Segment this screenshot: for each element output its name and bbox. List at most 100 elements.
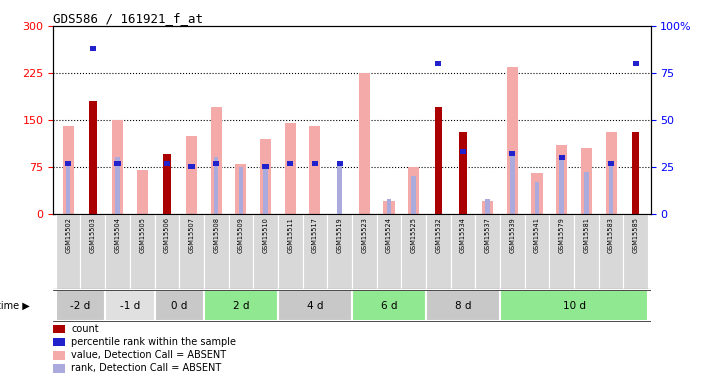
Bar [500, 290, 648, 321]
Bar [509, 151, 515, 156]
Bar [312, 160, 318, 166]
Text: 4 d: 4 d [306, 301, 324, 310]
Bar [387, 199, 391, 214]
Bar [287, 160, 294, 166]
Bar [459, 132, 466, 214]
Text: GSM15509: GSM15509 [238, 217, 244, 254]
Bar [560, 158, 564, 214]
Bar [633, 61, 639, 66]
Bar [278, 214, 303, 289]
Bar [53, 351, 65, 360]
Bar [163, 154, 171, 214]
Bar [401, 214, 426, 289]
Bar [624, 214, 648, 289]
Bar [262, 164, 269, 170]
Text: GSM15539: GSM15539 [509, 217, 515, 253]
Bar [574, 214, 599, 289]
Bar [352, 214, 377, 289]
Text: 0 d: 0 d [171, 301, 188, 310]
Text: 6 d: 6 d [380, 301, 397, 310]
Text: GSM15579: GSM15579 [559, 217, 565, 254]
Bar [606, 132, 616, 214]
Text: GSM15504: GSM15504 [114, 217, 120, 254]
Bar [53, 364, 65, 373]
Bar [114, 160, 121, 166]
Bar [599, 214, 624, 289]
Text: -1 d: -1 d [119, 301, 140, 310]
Text: GSM15510: GSM15510 [262, 217, 269, 254]
Bar [112, 120, 123, 214]
Bar [608, 160, 614, 166]
Text: GSM15537: GSM15537 [485, 217, 491, 254]
Text: -2 d: -2 d [70, 301, 90, 310]
Bar [53, 325, 65, 333]
Bar [154, 290, 204, 321]
Bar [235, 164, 247, 214]
Bar [89, 101, 97, 214]
Bar [486, 199, 490, 214]
Bar [105, 214, 130, 289]
Bar [435, 61, 442, 66]
Text: GSM15525: GSM15525 [411, 217, 417, 254]
Bar [105, 290, 154, 321]
Text: 10 d: 10 d [562, 301, 586, 310]
Bar [66, 163, 70, 214]
Text: GSM15585: GSM15585 [633, 217, 638, 254]
Bar [154, 214, 179, 289]
Text: GSM15506: GSM15506 [164, 217, 170, 254]
Bar [559, 155, 565, 160]
Bar [532, 173, 542, 214]
Bar [525, 214, 550, 289]
Bar [412, 176, 416, 214]
Bar [164, 160, 170, 166]
Text: GSM15523: GSM15523 [361, 217, 368, 254]
Text: GSM15534: GSM15534 [460, 217, 466, 254]
Bar [383, 201, 395, 214]
Bar [65, 160, 71, 166]
Bar [500, 214, 525, 289]
Bar [213, 160, 219, 166]
Text: GSM15517: GSM15517 [312, 217, 318, 254]
Bar [239, 167, 243, 214]
Text: GSM15583: GSM15583 [608, 217, 614, 254]
Bar [204, 214, 228, 289]
Text: 8 d: 8 d [455, 301, 471, 310]
Text: rank, Detection Call = ABSENT: rank, Detection Call = ABSENT [71, 363, 222, 374]
Bar [179, 214, 204, 289]
Bar [352, 290, 426, 321]
Bar [408, 167, 419, 214]
Bar [426, 214, 451, 289]
Bar [55, 214, 80, 289]
Bar [581, 148, 592, 214]
Text: time ▶: time ▶ [0, 301, 29, 310]
Text: 2 d: 2 d [232, 301, 249, 310]
Text: GSM15541: GSM15541 [534, 217, 540, 254]
Bar [632, 132, 639, 214]
Text: GSM15502: GSM15502 [65, 217, 71, 254]
Bar [338, 163, 342, 214]
Text: GSM15524: GSM15524 [386, 217, 392, 254]
Bar [507, 67, 518, 214]
Bar [137, 170, 148, 214]
Bar [284, 123, 296, 214]
Text: GSM15511: GSM15511 [287, 217, 293, 253]
Bar [303, 214, 327, 289]
Bar [210, 108, 222, 214]
Bar [377, 214, 401, 289]
Bar [55, 290, 105, 321]
Bar [90, 46, 96, 51]
Text: GSM15581: GSM15581 [584, 217, 589, 254]
Bar [510, 154, 515, 214]
Bar [204, 290, 278, 321]
Text: percentile rank within the sample: percentile rank within the sample [71, 337, 236, 347]
Text: GSM15508: GSM15508 [213, 217, 219, 254]
Bar [476, 214, 500, 289]
Text: GSM15532: GSM15532 [435, 217, 442, 254]
Bar [359, 73, 370, 214]
Bar [584, 172, 589, 214]
Bar [130, 214, 154, 289]
Bar [188, 164, 195, 170]
Bar [336, 160, 343, 166]
Bar [482, 201, 493, 214]
Text: GDS586 / 161921_f_at: GDS586 / 161921_f_at [53, 12, 203, 25]
